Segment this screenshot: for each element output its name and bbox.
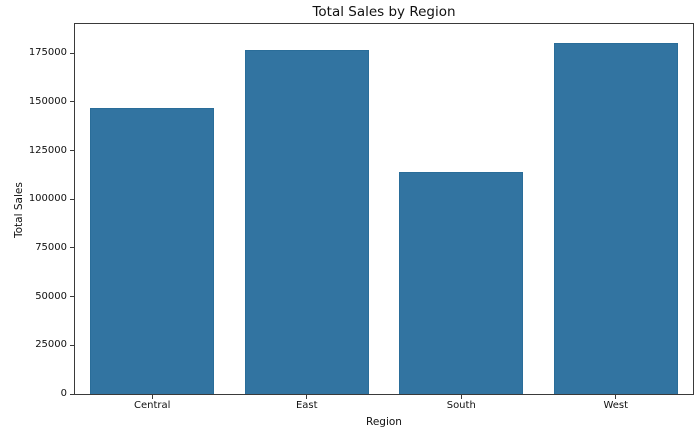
bar-west xyxy=(553,42,678,394)
x-tick-mark xyxy=(151,395,153,399)
x-tick-mark xyxy=(460,395,462,399)
x-tick-label-east: East xyxy=(295,400,318,411)
x-tick-label-south: South xyxy=(446,400,476,411)
y-tick-mark xyxy=(70,101,74,103)
bar-east xyxy=(244,49,369,394)
chart-title: Total Sales by Region xyxy=(312,4,456,20)
x-axis-label: Region xyxy=(366,416,402,428)
plot-area: 0 25000 50000 75000 100000 125000 150000 175000… xyxy=(29,23,694,411)
bar-central xyxy=(90,107,215,394)
y-axis-label: Total Sales xyxy=(13,182,25,238)
y-tick-mark xyxy=(70,296,74,298)
y-tick-label: 125000 xyxy=(28,144,67,156)
y-tick-mark xyxy=(70,150,74,152)
y-tick-label: 25000 xyxy=(35,339,67,351)
y-tick-label: 0 xyxy=(60,388,67,399)
y-tick-label: 50000 xyxy=(35,290,67,302)
x-tick-label-central: Central xyxy=(134,400,171,411)
y-tick-label: 100000 xyxy=(28,193,67,205)
y-tick-mark xyxy=(70,344,74,346)
y-tick-mark xyxy=(70,393,74,395)
y-tick-label: 75000 xyxy=(35,241,67,253)
x-tick-label-west: West xyxy=(603,400,629,411)
y-tick-mark xyxy=(70,52,74,54)
y-tick-label: 175000 xyxy=(28,47,67,59)
x-tick-mark xyxy=(306,395,308,399)
y-tick-label: 150000 xyxy=(28,95,67,107)
bar-south xyxy=(399,172,524,394)
x-tick-mark xyxy=(615,395,617,399)
y-tick-mark xyxy=(70,198,74,200)
y-tick-mark xyxy=(70,247,74,249)
